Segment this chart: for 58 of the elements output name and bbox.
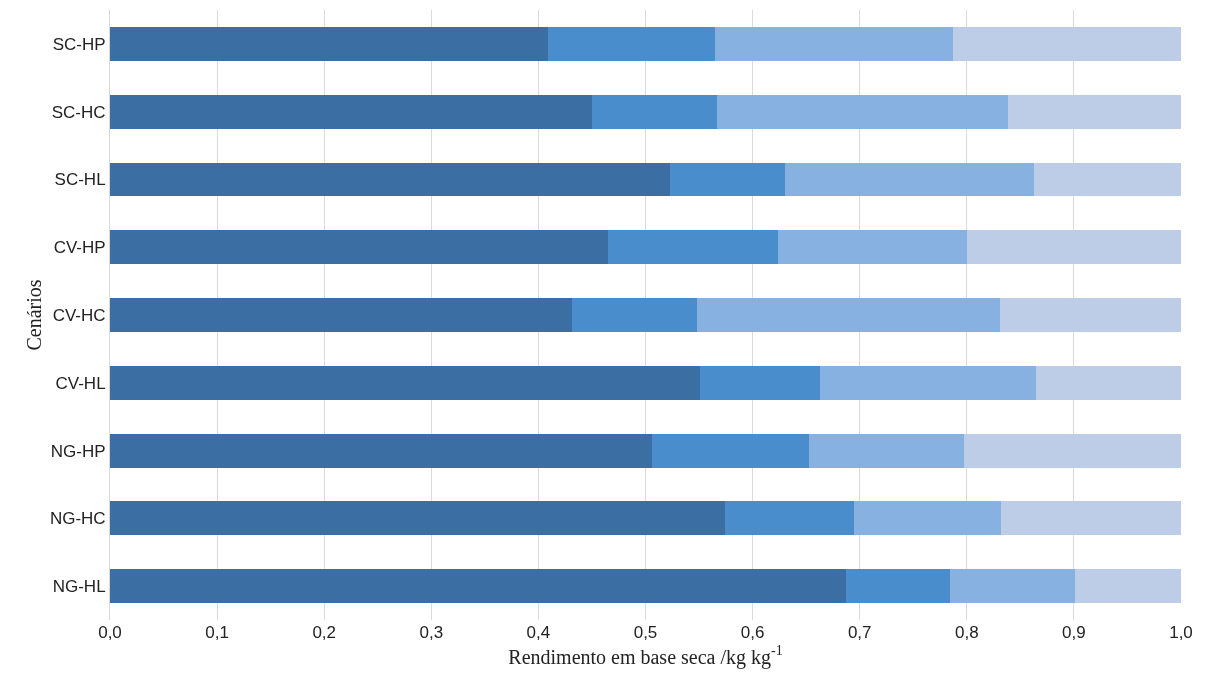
bar — [854, 501, 1002, 536]
bar — [966, 230, 1181, 265]
bar — [110, 94, 592, 129]
x-tick-label: 0,2 — [312, 623, 337, 642]
x-tick-label: 0,7 — [847, 623, 872, 642]
y-tick-label: SC-HC — [51, 102, 106, 122]
y-tick-label: CV-HC — [52, 305, 106, 325]
x-tick-label: 1,0 — [1169, 623, 1193, 642]
x-axis-title: Rendimento em base seca /kg kg$^{-1}$ — [508, 643, 783, 669]
y-tick-label: CV-HP — [53, 238, 106, 258]
y-tick-label: CV-HL — [55, 373, 106, 393]
bar — [110, 230, 609, 265]
y-tick-label: SC-HL — [54, 170, 106, 190]
bar — [963, 433, 1181, 468]
x-tick-label: 0,5 — [633, 623, 658, 642]
bar — [952, 26, 1181, 61]
x-tick-label: 0,4 — [526, 623, 551, 642]
bar — [1036, 365, 1181, 400]
bar — [717, 94, 1008, 129]
bar — [1074, 569, 1181, 604]
bar — [724, 501, 855, 536]
bar — [1007, 94, 1181, 129]
bar — [571, 298, 697, 332]
bar — [110, 433, 652, 468]
bar — [548, 26, 716, 61]
x-tick-label: 0,8 — [954, 623, 979, 642]
bar — [651, 433, 810, 468]
bar — [700, 365, 821, 400]
x-tick-label: 0,0 — [98, 623, 122, 642]
bar — [820, 365, 1037, 400]
bar — [110, 501, 725, 536]
y-tick-label: NG-HL — [52, 577, 106, 597]
y-tick-label: SC-HP — [52, 34, 106, 54]
y-axis-title: Cenários — [23, 279, 46, 351]
bar — [110, 162, 671, 197]
y-tick-label: NG-HC — [49, 509, 106, 529]
bar — [670, 162, 785, 197]
bar — [608, 230, 779, 265]
bar — [110, 569, 846, 604]
bar — [809, 433, 964, 468]
bar — [949, 569, 1075, 604]
x-tick-label: 0,3 — [419, 623, 444, 642]
y-tick-label: NG-HP — [50, 441, 106, 461]
bar — [1001, 501, 1181, 536]
bar — [696, 298, 1000, 332]
bar — [591, 94, 718, 129]
bar — [778, 230, 967, 265]
x-tick-label: 0,6 — [740, 623, 765, 642]
x-tick-label: 0,1 — [205, 623, 229, 642]
bar — [784, 162, 1035, 197]
bar — [110, 298, 572, 332]
x-tick-label: 0,9 — [1062, 623, 1086, 642]
bar — [1000, 298, 1181, 332]
bar — [110, 26, 549, 61]
bar — [1034, 162, 1181, 197]
bar — [845, 569, 950, 604]
bar — [110, 365, 701, 400]
bar — [715, 26, 953, 61]
